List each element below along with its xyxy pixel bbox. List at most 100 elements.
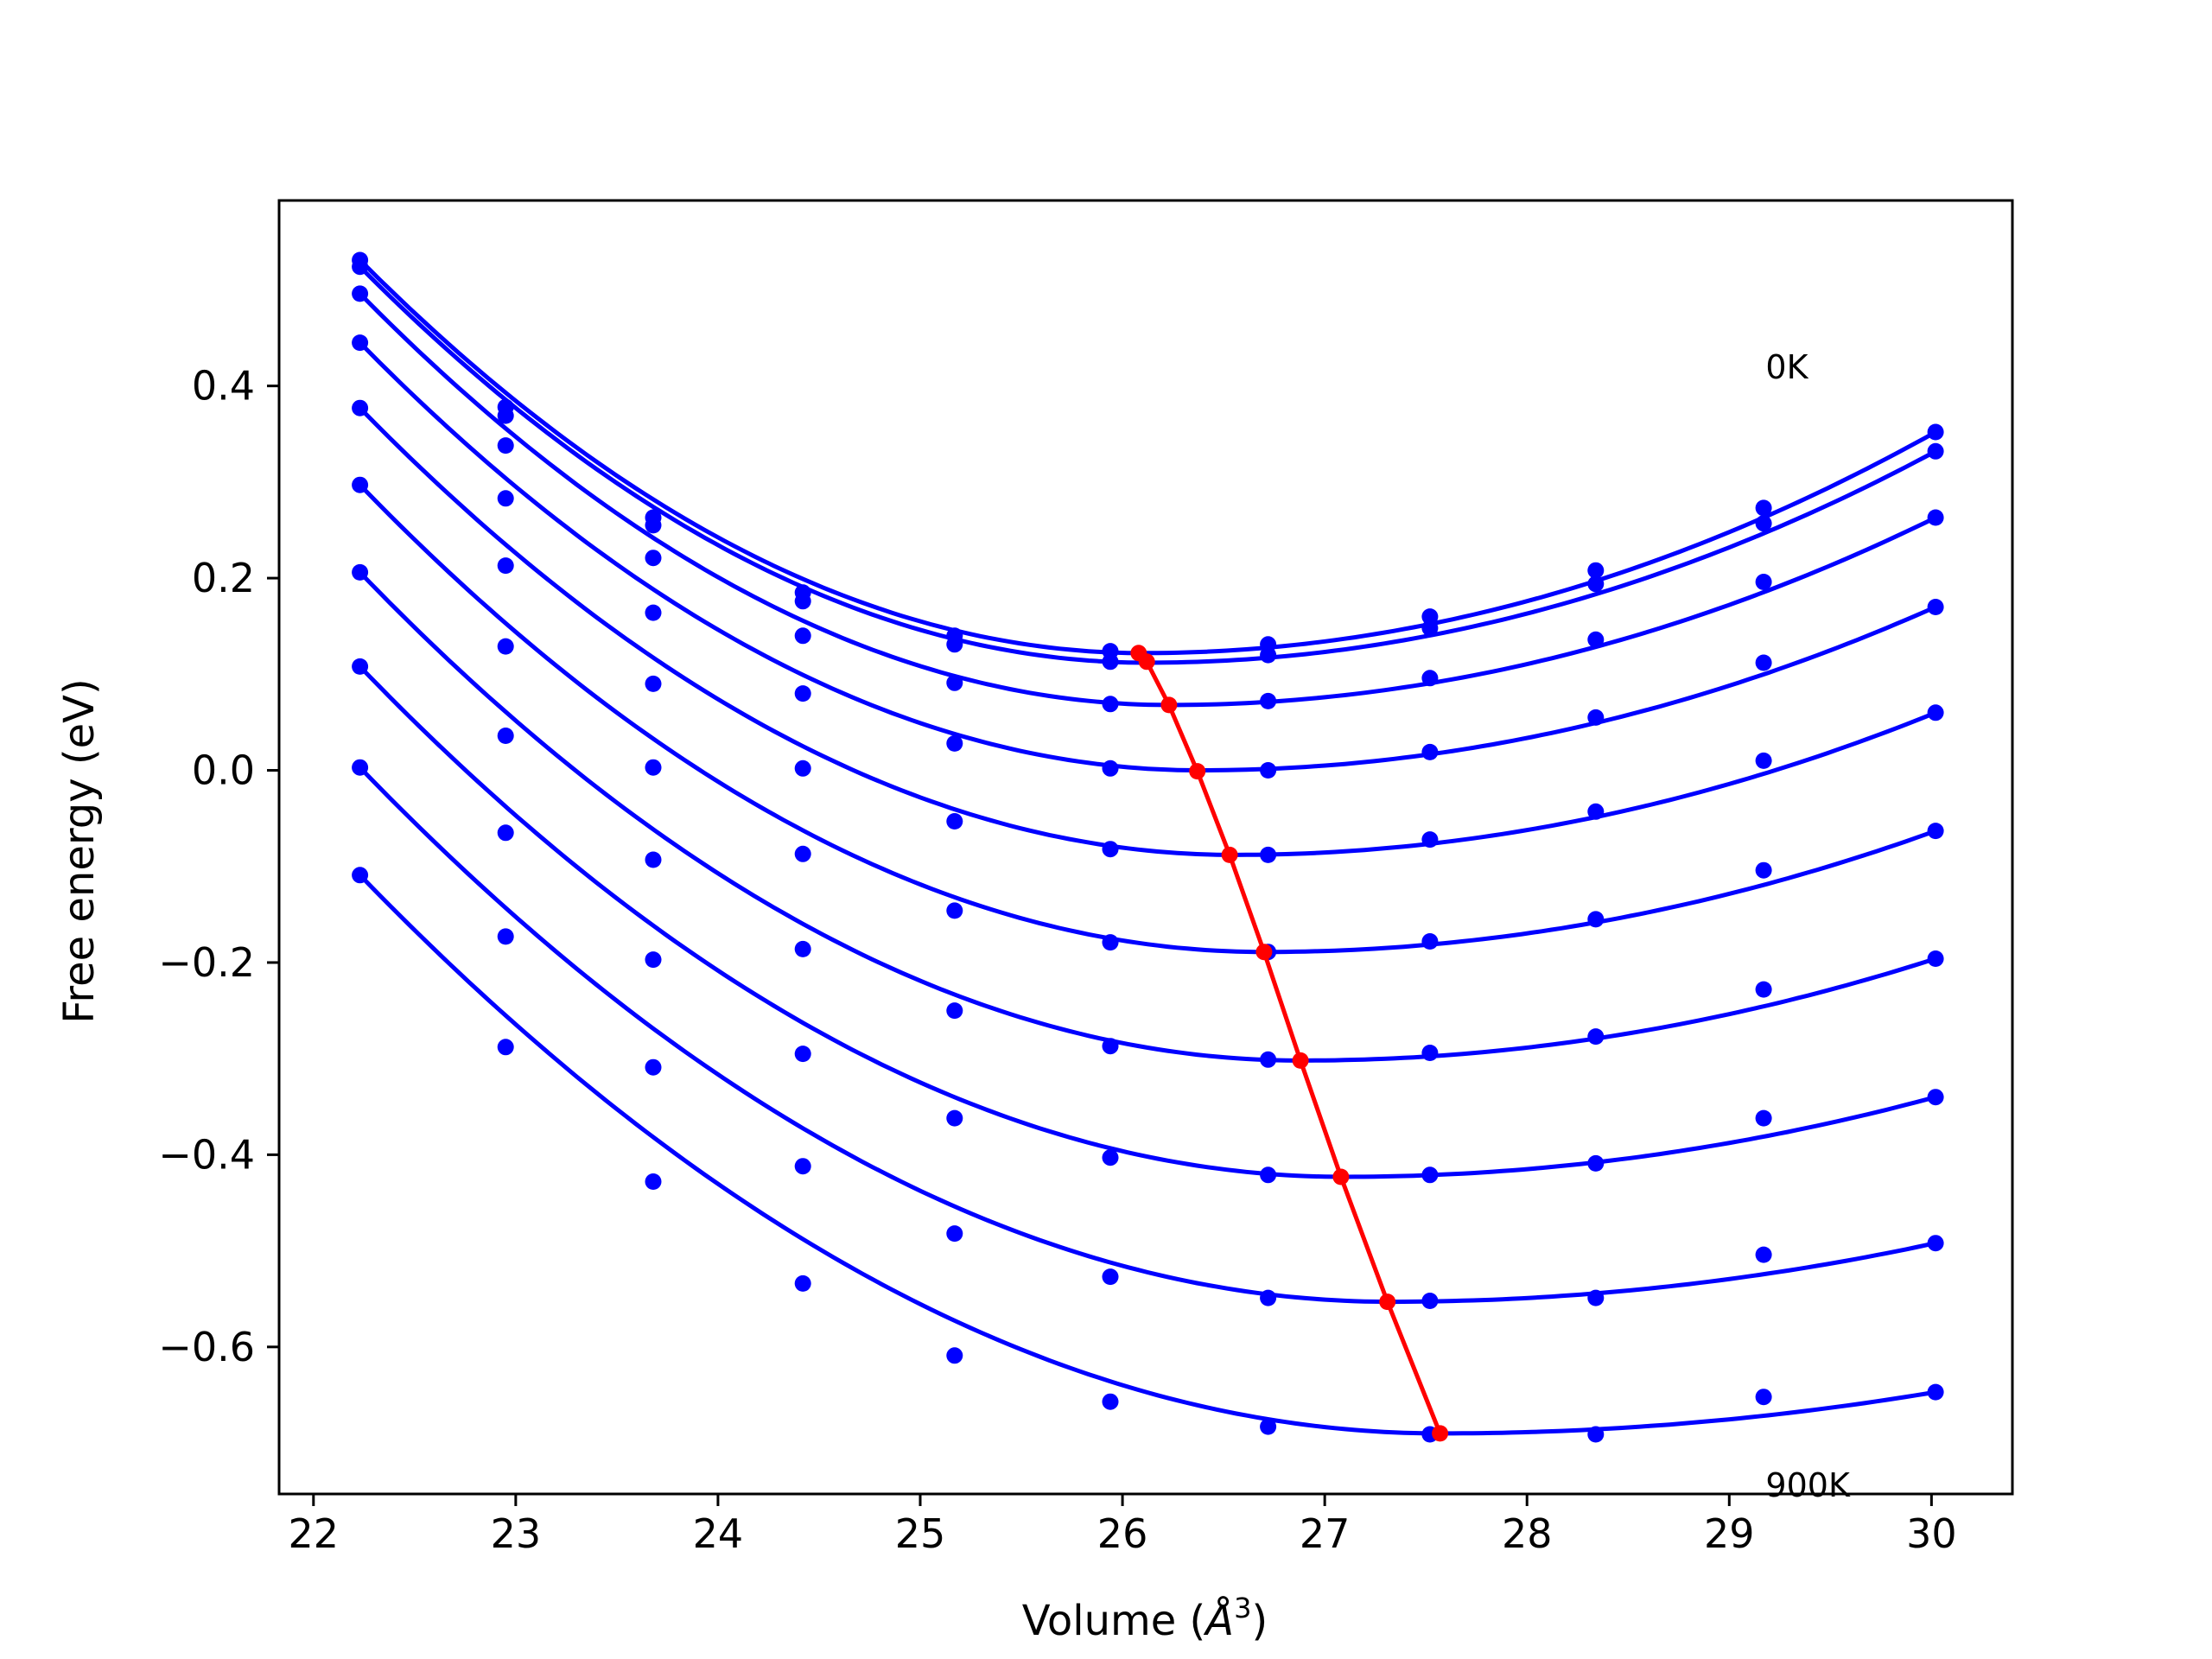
fit-curve-4 [358, 406, 1937, 857]
x-axis-title-text: Volume ( [1022, 1597, 1206, 1645]
fit-curve-8 [358, 766, 1936, 1305]
data-point [1102, 1268, 1119, 1286]
temperature-label: 0K [1765, 348, 1808, 386]
y-tick-label: 0.2 [192, 555, 255, 601]
minimum-point [1160, 696, 1178, 714]
data-point [794, 627, 811, 645]
fit-curve-1 [358, 264, 1937, 665]
fit-curve-6 [358, 570, 1936, 1063]
data-point [1587, 1289, 1605, 1306]
x-axis-title-end: ) [1251, 1597, 1268, 1645]
minimum-point [1255, 944, 1273, 961]
data-point [1102, 1393, 1119, 1410]
data-point [1927, 1383, 1944, 1401]
data-point [1927, 1089, 1944, 1106]
data-point [645, 517, 662, 534]
data-point [1755, 574, 1772, 590]
data-point [1421, 743, 1439, 760]
data-point [1927, 1235, 1944, 1252]
data-point [1587, 1154, 1605, 1172]
data-point [1587, 709, 1605, 726]
data-point [645, 1058, 662, 1076]
data-point [1927, 509, 1944, 526]
data-point [946, 1225, 963, 1243]
data-point [946, 1109, 963, 1127]
data-point [1927, 823, 1944, 840]
x-tick-label: 28 [1502, 1510, 1553, 1557]
data-point [1421, 1166, 1439, 1184]
fit-curve-7 [358, 664, 1936, 1179]
data-point [1755, 981, 1772, 998]
data-point [794, 1046, 811, 1063]
data-point [1755, 861, 1772, 879]
data-point [1755, 1109, 1772, 1127]
data-point [352, 658, 369, 675]
data-point [1421, 831, 1439, 849]
data-point [1260, 1051, 1277, 1068]
x-tick-label: 24 [693, 1510, 744, 1557]
data-point [794, 940, 811, 957]
data-point [1260, 1289, 1277, 1306]
data-point [1755, 499, 1772, 517]
data-point [1260, 646, 1277, 664]
data-point [1927, 423, 1944, 441]
minima-line [1130, 645, 1449, 1442]
y-tick-label: 0.4 [192, 363, 255, 410]
x-tick-label: 25 [895, 1510, 946, 1557]
data-point [645, 675, 662, 692]
fit-curve-9 [358, 874, 1936, 1436]
minimum-point [1379, 1294, 1396, 1311]
data-point [645, 1173, 662, 1190]
data-point [794, 1274, 811, 1292]
minimum-point [1138, 653, 1155, 671]
minimum-point [1189, 763, 1206, 780]
data-point [1102, 841, 1119, 858]
data-point [352, 399, 369, 416]
data-point [645, 851, 662, 868]
x-axis-title-symbol: Å [1203, 1596, 1234, 1645]
data-point [497, 728, 514, 744]
data-point [946, 1347, 963, 1364]
data-point [497, 1039, 514, 1056]
data-point [1421, 670, 1439, 687]
x-axis-ticks: 22 23 24 25 26 27 28 29 30 [289, 1494, 1957, 1557]
annotations: 0K 900K [1765, 348, 1851, 1504]
data-point [1927, 599, 1944, 615]
data-point [1421, 620, 1439, 637]
minimum-point [1332, 1168, 1350, 1185]
data-point [794, 760, 811, 777]
data-point [1755, 515, 1772, 532]
data-point [946, 674, 963, 691]
data-point [1755, 752, 1772, 769]
data-point [352, 258, 369, 276]
y-tick-label: −0.6 [158, 1324, 255, 1370]
y-tick-label: 0.0 [192, 747, 255, 794]
fit-curve-0 [358, 258, 1937, 656]
y-axis-ticks: 0.4 0.2 0.0 −0.2 −0.4 −0.6 [158, 363, 279, 1370]
data-point [1927, 442, 1944, 460]
temperature-label: 900K [1765, 1466, 1851, 1504]
minimum-point [1221, 846, 1238, 863]
data-point [352, 476, 369, 493]
data-point [497, 407, 514, 424]
x-axis-title: Volume (Å3) [1022, 1592, 1268, 1645]
data-point [1102, 934, 1119, 951]
data-point [1102, 1038, 1119, 1055]
data-point [1102, 760, 1119, 777]
data-point [1260, 1166, 1277, 1184]
fit-curve-3 [358, 340, 1937, 772]
data-point [1260, 762, 1277, 779]
minimum-point [1292, 1052, 1309, 1069]
data-point [497, 490, 514, 507]
data-point [497, 437, 514, 454]
data-point [352, 867, 369, 884]
data-point [1927, 704, 1944, 721]
data-point [1587, 1028, 1605, 1046]
plot-frame [277, 199, 2014, 1496]
data-point [645, 951, 662, 969]
x-tick-label: 27 [1300, 1510, 1351, 1557]
data-point [794, 1158, 811, 1175]
fitted-curves [358, 258, 1937, 1436]
data-point [1927, 950, 1944, 967]
data-point [645, 550, 662, 567]
